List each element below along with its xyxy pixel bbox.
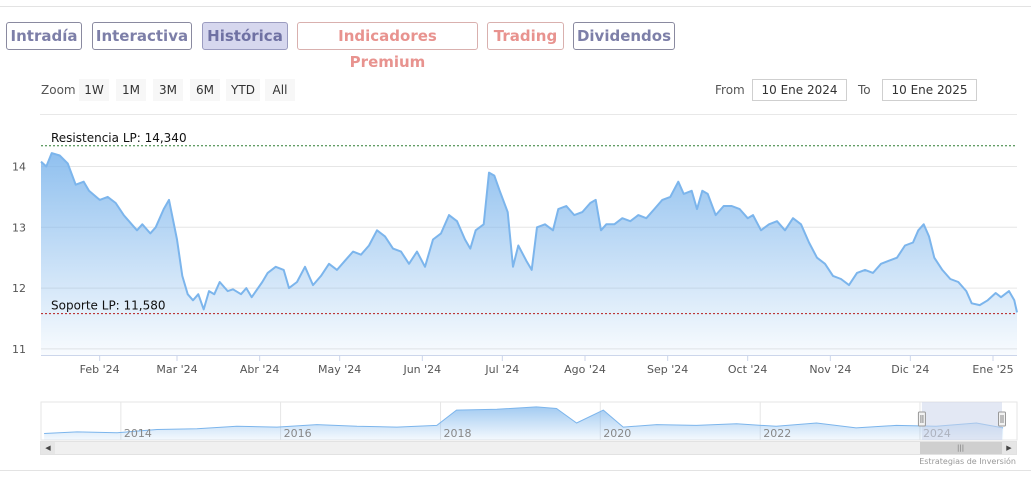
tab-indicadores-premium[interactable]: Indicadores Premium	[297, 22, 478, 71]
navigator-year-label: 2014	[124, 427, 152, 440]
from-label: From	[715, 83, 745, 97]
zoom-3m-button[interactable]: 3M	[153, 79, 183, 101]
range-selector: Zoom 1W 1M 3M 6M YTD All From To	[0, 78, 1031, 102]
navigator-year-label: 2018	[444, 427, 472, 440]
from-date-input[interactable]	[752, 79, 847, 101]
navigator-line	[44, 406, 1004, 434]
x-tick-label: Mar '24	[156, 363, 197, 376]
zoom-6m-button[interactable]: 6M	[190, 79, 220, 101]
bottom-divider	[0, 470, 1031, 471]
x-tick-label: Sep '24	[647, 363, 688, 376]
x-tick-label: Dic '24	[891, 363, 929, 376]
navigator-year-label: 2022	[763, 427, 791, 440]
y-tick-label: 13	[12, 221, 26, 234]
scroll-left-button[interactable]: ◀	[41, 442, 55, 454]
navigator-right-handle[interactable]	[998, 411, 1006, 427]
x-tick-label: Ene '25	[972, 363, 1013, 376]
x-tick-label: Jul '24	[484, 363, 519, 376]
toolbar-divider	[40, 114, 1017, 115]
to-label: To	[858, 83, 871, 97]
scrollbar-thumb[interactable]	[920, 442, 1002, 454]
credits: Estrategias de Inversión	[919, 457, 1016, 466]
x-tick-label: Feb '24	[80, 363, 120, 376]
top-divider	[0, 6, 1031, 7]
navigator-left-handle[interactable]	[917, 411, 926, 427]
navigator-selection	[921, 402, 1002, 440]
x-tick-label: May '24	[318, 363, 361, 376]
y-tick-label: 14	[12, 160, 26, 173]
zoom-1m-button[interactable]: 1M	[116, 79, 146, 101]
zoom-1w-button[interactable]: 1W	[79, 79, 109, 101]
y-tick-label: 11	[12, 343, 26, 356]
zoom-label: Zoom	[41, 83, 76, 97]
x-tick-label: Nov '24	[809, 363, 851, 376]
x-tick-label: Abr '24	[240, 363, 280, 376]
navigator-year-label: 2020	[603, 427, 631, 440]
navigator-scrollbar[interactable]	[40, 441, 1017, 455]
support-label: Soporte LP: 11,580	[51, 299, 166, 313]
tab-historica[interactable]: Histórica	[202, 22, 288, 50]
x-tick-label: Oct '24	[728, 363, 768, 376]
tab-intradia[interactable]: Intradía	[6, 22, 82, 50]
navigator-area	[44, 406, 1004, 440]
scrollbar-grip-icon: |||	[957, 444, 965, 452]
tab-trading[interactable]: Trading	[487, 22, 564, 50]
navigator-year-label: 2016	[284, 427, 312, 440]
tab-interactiva[interactable]: Interactiva	[92, 22, 192, 50]
y-tick-label: 12	[12, 282, 26, 295]
x-tick-label: Jun '24	[402, 363, 441, 376]
price-line	[40, 152, 1018, 313]
price-area	[41, 153, 1017, 355]
tab-dividendos[interactable]: Dividendos	[573, 22, 675, 50]
zoom-ytd-button[interactable]: YTD	[226, 79, 260, 101]
scroll-right-button[interactable]: ▶	[1002, 442, 1016, 454]
zoom-all-button[interactable]: All	[265, 79, 295, 101]
to-date-input[interactable]	[882, 79, 977, 101]
x-tick-label: Ago '24	[564, 363, 606, 376]
resistance-label: Resistencia LP: 14,340	[51, 131, 187, 145]
